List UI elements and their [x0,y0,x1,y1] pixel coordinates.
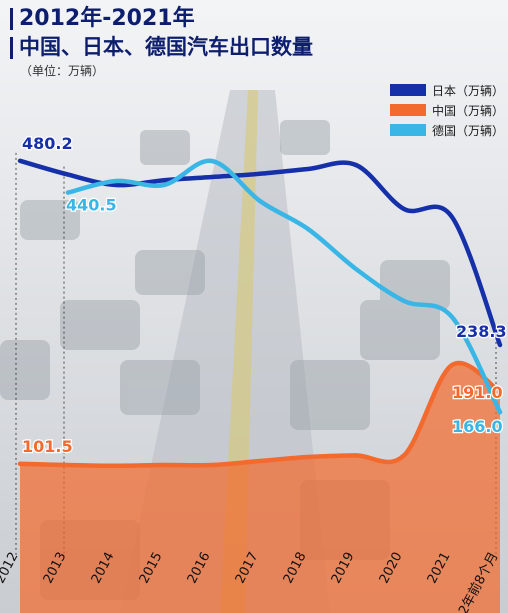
legend-label-japan: 日本（万辆） [432,83,505,98]
legend-item-japan: 日本（万辆） [390,80,504,100]
data-label-japan-10: 238.3 [456,322,507,341]
subtitle-accent-bar [10,37,13,59]
series-line-japan [17,158,503,348]
legend-label-china: 中国（万辆） [432,103,505,118]
data-label-germany-1: 440.5 [66,196,117,215]
legend: 日本（万辆） 中国（万辆） 德国（万辆） [390,80,504,140]
legend-item-china: 中国（万辆） [390,100,504,120]
data-label-china-10: 191.0 [452,383,503,402]
chart-subtitle: 中国、日本、德国汽车出口数量 [10,34,313,60]
chart-subtitle-text: 中国、日本、德国汽车出口数量 [19,35,313,59]
title-accent-bar [10,8,13,30]
unit-label: （单位：万辆） [20,64,105,78]
series-line-china [17,360,503,469]
legend-item-germany: 德国（万辆） [390,120,504,140]
data-label-china-0: 101.5 [22,437,73,456]
chart-title-text: 2012年-2021年 [19,6,195,31]
legend-swatch-germany [390,124,426,136]
legend-label-germany: 德国（万辆） [432,123,505,138]
data-label-japan-0: 480.2 [22,134,73,153]
x-tick-label-0: 2012 [0,550,22,586]
area-china [20,362,500,613]
legend-swatch-china [390,104,426,116]
series-line-germany [65,158,503,415]
chart-title: 2012年-2021年 [10,6,195,32]
data-label-germany-10: 166.0 [452,417,503,436]
legend-swatch-japan [390,84,426,96]
